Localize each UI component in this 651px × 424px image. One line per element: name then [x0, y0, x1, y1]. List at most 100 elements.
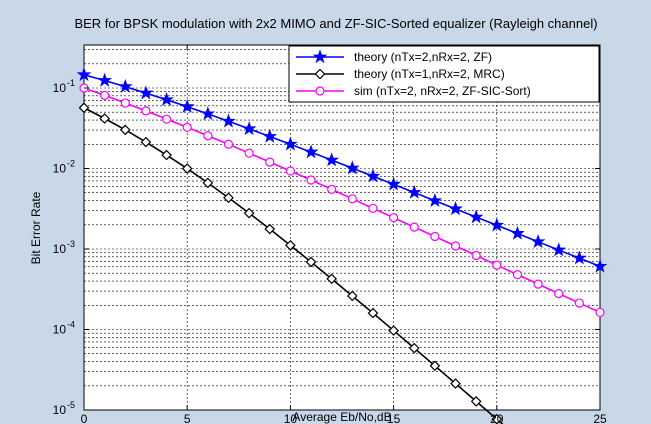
data-point-circle-icon	[347, 194, 357, 204]
data-point-star-icon	[489, 217, 505, 232]
data-point-diamond-icon	[470, 396, 482, 407]
legend-marker-star-icon	[312, 49, 328, 64]
x-tick-label: 25	[593, 412, 607, 424]
data-point-circle-icon	[450, 241, 461, 251]
data-point-diamond-icon	[408, 342, 420, 354]
y-axis-label: Bit Error Rate	[29, 191, 43, 264]
data-point-diamond-icon	[264, 223, 276, 235]
x-tick-label: 5	[184, 412, 191, 424]
legend: theory (nTx=2,nRx=2, ZF) theory (nTx=1,n…	[288, 45, 600, 103]
data-point-star-icon	[221, 113, 236, 128]
data-point-star-icon	[427, 192, 443, 207]
data-point-star-icon	[262, 128, 278, 143]
series-star	[76, 67, 608, 273]
data-point-diamond-icon	[367, 307, 379, 319]
data-point-circle-icon	[203, 131, 213, 141]
y-tick-exponent: -2	[67, 159, 75, 169]
y-tick-label: 10	[53, 81, 67, 95]
legend-marker-circle-icon	[315, 86, 325, 96]
data-point-circle-icon	[182, 122, 192, 132]
data-point-circle-icon	[161, 114, 172, 124]
data-point-star-icon	[572, 250, 587, 265]
data-point-diamond-icon	[119, 124, 131, 136]
data-point-diamond-icon	[346, 290, 358, 302]
data-point-circle-icon	[533, 279, 543, 289]
data-point-diamond-icon	[161, 149, 172, 161]
legend-marker-diamond-icon	[314, 68, 326, 80]
data-point-diamond-icon	[181, 163, 193, 174]
data-point-circle-icon	[327, 184, 337, 195]
data-point-star-icon	[530, 234, 546, 249]
data-point-circle-icon	[492, 260, 502, 270]
data-point-circle-icon	[554, 289, 564, 299]
data-point-circle-icon	[430, 231, 440, 242]
data-point-star-icon	[551, 242, 567, 257]
data-point-star-icon	[159, 92, 174, 106]
data-point-star-icon	[386, 176, 401, 191]
data-point-diamond-icon	[326, 273, 338, 285]
data-point-circle-icon	[223, 139, 234, 149]
legend-marker-shape	[312, 49, 328, 64]
data-point-circle-icon	[595, 307, 605, 318]
data-point-circle-icon	[120, 98, 130, 108]
series-layer	[76, 67, 608, 424]
y-tick-label: 10	[53, 323, 67, 337]
y-tick-exponent: -1	[67, 78, 75, 88]
legend-marker-shape	[314, 68, 326, 80]
data-point-diamond-icon	[305, 256, 317, 268]
data-point-circle-icon	[265, 157, 275, 167]
data-point-circle-icon	[244, 148, 254, 158]
legend-label-theory-mrc: theory (nTx=1,nRx=2, MRC)	[354, 67, 505, 81]
y-tick-exponent: -5	[67, 400, 75, 410]
data-point-star-icon	[179, 98, 195, 113]
data-point-diamond-icon	[450, 378, 461, 389]
series-line	[83, 107, 504, 424]
data-point-circle-icon	[368, 203, 378, 213]
data-point-circle-icon	[409, 222, 419, 232]
legend-label-theory-zf: theory (nTx=2,nRx=2, ZF)	[354, 50, 492, 64]
data-point-star-icon	[365, 168, 381, 183]
data-point-diamond-icon	[223, 192, 234, 204]
y-tick-label: 10	[53, 403, 67, 417]
data-point-circle-icon	[285, 166, 295, 176]
data-point-diamond-icon	[202, 177, 214, 189]
data-point-star-icon	[76, 67, 92, 82]
data-point-star-icon	[324, 152, 340, 167]
data-point-diamond-icon	[285, 240, 296, 251]
data-point-star-icon	[448, 201, 463, 216]
data-point-star-icon	[138, 85, 154, 100]
data-point-diamond-icon	[388, 325, 399, 336]
data-point-diamond-icon	[243, 207, 255, 219]
x-tick-label: 10	[284, 412, 298, 424]
data-point-diamond-icon	[99, 113, 110, 124]
legend-marker-shape	[315, 86, 325, 96]
data-point-circle-icon	[100, 90, 110, 100]
y-tick-label: 10	[53, 162, 67, 176]
x-axis-label: Average Eb/No,dB	[292, 410, 391, 424]
data-point-star-icon	[97, 72, 112, 87]
y-tick-exponent: -4	[67, 320, 75, 330]
data-point-diamond-icon	[140, 136, 152, 148]
y-tick-exponent: -3	[67, 239, 75, 249]
data-point-star-icon	[510, 225, 525, 240]
x-tick-label: 20	[490, 412, 504, 424]
data-point-star-icon	[117, 78, 133, 93]
data-point-star-icon	[241, 121, 257, 136]
data-point-star-icon	[344, 160, 360, 175]
chart-title: BER for BPSK modulation with 2x2 MIMO an…	[74, 16, 597, 31]
legend-label-sim-zf-sic-sort: sim (nTx=2, nRx=2, ZF-SIC-Sort)	[354, 84, 531, 98]
x-tick-label: 15	[387, 412, 401, 424]
data-point-star-icon	[592, 258, 608, 273]
x-tick-label: 0	[81, 412, 88, 424]
data-point-diamond-icon	[429, 360, 441, 372]
data-point-star-icon	[468, 209, 484, 224]
data-point-circle-icon	[512, 270, 523, 280]
data-point-circle-icon	[471, 250, 481, 261]
data-point-star-icon	[303, 144, 319, 159]
data-point-circle-icon	[141, 106, 151, 116]
series-circle	[79, 83, 605, 318]
data-point-circle-icon	[389, 213, 399, 223]
data-point-circle-icon	[306, 175, 316, 185]
